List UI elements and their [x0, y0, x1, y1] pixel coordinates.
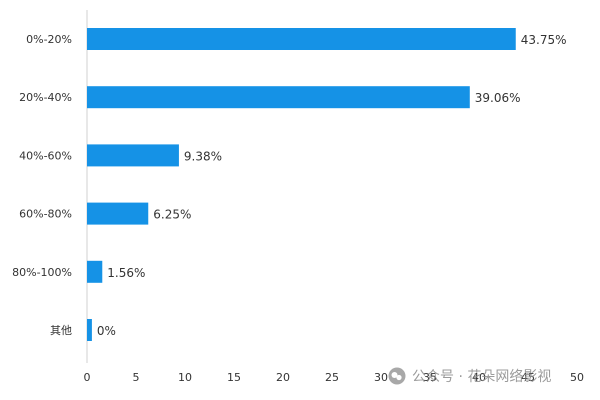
bar [87, 28, 516, 50]
category-label: 60%-80% [19, 208, 72, 221]
category-label: 0%-20% [26, 33, 72, 46]
data-label: 6.25% [153, 208, 191, 222]
x-tick-label: 5 [133, 371, 140, 384]
category-labels: 0%-20% 20%-40% 40%-60% 60%-80% 80%-100% 其他 [12, 33, 72, 337]
bar [87, 260, 103, 283]
data-label: 9.38% [184, 149, 222, 163]
bar [87, 144, 179, 167]
bar [87, 86, 470, 109]
category-label: 80%-100% [12, 266, 72, 279]
bar [87, 202, 149, 225]
data-label: 39.06% [475, 91, 521, 105]
x-tick-label: 40 [472, 371, 486, 384]
data-label: 43.75% [521, 33, 567, 47]
x-tick-label: 0 [84, 371, 91, 384]
x-tick-label: 20 [276, 371, 290, 384]
category-label: 20%-40% [19, 91, 72, 104]
data-label: 0% [97, 324, 116, 338]
watermark-text: 公众号 · 花朵网络影视 [412, 369, 552, 385]
x-tick-label: 50 [570, 371, 584, 384]
data-labels: 43.75% 39.06% 9.38% 6.25% 1.56% 0% [97, 33, 567, 338]
x-tick-label: 30 [374, 371, 388, 384]
x-axis: 0 5 10 15 20 25 30 35 40 45 50 [84, 371, 585, 384]
x-tick-label: 45 [521, 371, 535, 384]
bar [87, 319, 92, 341]
category-label: 其他 [50, 324, 72, 337]
x-tick-label: 35 [423, 371, 437, 384]
wechat-icon [388, 367, 406, 385]
x-tick-label: 25 [325, 371, 339, 384]
watermark: 公众号 · 花朵网络影视 [388, 366, 551, 386]
data-label: 1.56% [107, 266, 145, 280]
bars-group [87, 28, 516, 341]
x-tick-label: 10 [178, 371, 192, 384]
category-label: 40%-60% [19, 149, 72, 162]
x-tick-label: 15 [227, 371, 241, 384]
